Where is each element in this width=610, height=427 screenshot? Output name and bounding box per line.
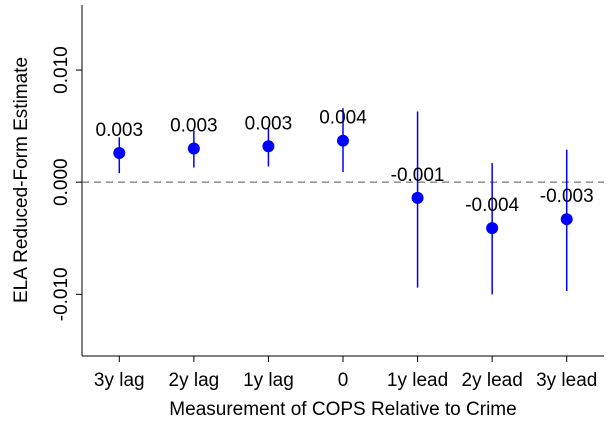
x-axis-label: Measurement of COPS Relative to Crime xyxy=(169,399,516,420)
value-label: 0.003 xyxy=(245,113,293,134)
value-label: 0.003 xyxy=(96,120,144,141)
value-label: 0.003 xyxy=(170,116,218,137)
x-tick-label: 2y lag xyxy=(169,370,220,391)
point xyxy=(113,147,126,160)
point xyxy=(411,191,424,204)
x-tick-label: 1y lag xyxy=(243,370,294,391)
point xyxy=(486,222,499,235)
value-label: -0.001 xyxy=(391,165,445,186)
x-tick-label: 0 xyxy=(338,370,349,391)
point xyxy=(560,213,573,226)
point xyxy=(187,142,200,155)
x-tick-label: 3y lag xyxy=(94,370,145,391)
point xyxy=(337,134,349,147)
point xyxy=(262,140,275,153)
y-tick-label: -0.010 xyxy=(51,267,72,321)
x-tick-label: 1y lead xyxy=(387,370,448,391)
value-label: -0.003 xyxy=(540,186,594,207)
value-label: 0.004 xyxy=(319,108,367,129)
y-tick-label: 0.000 xyxy=(51,158,72,206)
value-label: -0.004 xyxy=(465,195,519,216)
x-tick-label: 2y lead xyxy=(462,370,523,391)
y-tick-label: 0.010 xyxy=(51,46,72,94)
x-tick-label: 3y lead xyxy=(536,370,597,391)
y-axis-label: ELA Reduced-Form Estimate xyxy=(11,57,32,303)
